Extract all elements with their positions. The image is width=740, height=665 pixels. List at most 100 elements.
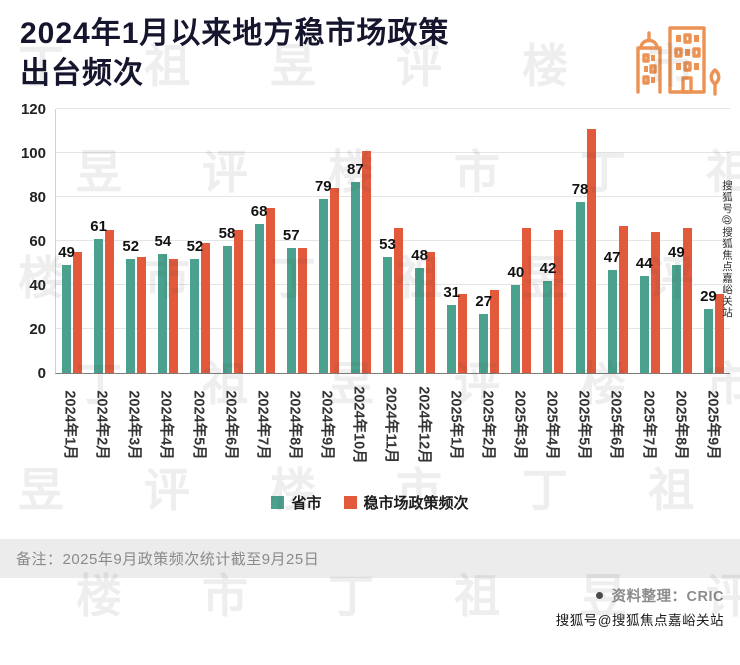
bar-policy-frequency <box>137 256 147 374</box>
legend-item: 稳市场政策频次 <box>343 492 469 513</box>
bar-policy-frequency <box>73 252 83 374</box>
bar-group: 61 <box>88 109 120 374</box>
gridline <box>56 108 730 110</box>
x-axis-cell: 2025年4月 <box>537 374 569 476</box>
legend-item: 省市 <box>271 492 322 513</box>
x-axis-cell: 2025年7月 <box>634 374 666 476</box>
bar-value-label: 52 <box>122 237 140 255</box>
gridline <box>56 284 730 286</box>
x-axis-cell: 2024年11月 <box>376 374 408 476</box>
bar-provinces <box>511 285 521 374</box>
sohu-watermark-bottom: 搜狐号@搜狐焦点嘉峪关站 <box>555 613 724 629</box>
x-axis-cell: 2025年1月 <box>441 374 473 476</box>
x-axis-label: 2025年3月 <box>511 390 528 460</box>
x-axis-label: 2024年11月 <box>382 386 399 464</box>
bar-groups: 49 61 52 54 52 58 68 57 79 87 53 48 31 27 40 42 78 47 44 49… <box>56 109 730 374</box>
bar-group: 53 <box>377 109 409 374</box>
x-axis-label: 2024年5月 <box>190 390 207 460</box>
x-axis-label: 2025年9月 <box>704 390 721 460</box>
x-axis-label: 2024年12月 <box>415 386 432 464</box>
title-line-1: 2024年1月以来地方稳市场政策 <box>20 17 450 50</box>
x-axis-cell: 2024年8月 <box>280 374 312 476</box>
bar-provinces <box>62 265 72 374</box>
bar-provinces <box>254 223 264 374</box>
y-tick-label: 0 <box>37 365 46 383</box>
y-tick-label: 100 <box>20 145 46 163</box>
y-tick-label: 60 <box>29 233 46 251</box>
bar-value-label: 58 <box>218 224 236 242</box>
bar-value-label: 52 <box>186 237 204 255</box>
x-axis-label: 2025年1月 <box>447 390 464 460</box>
bar-policy-frequency <box>297 247 307 374</box>
header: 2024年1月以来地方稳市场政策 出台频次 <box>0 0 740 96</box>
gridline <box>56 196 730 198</box>
bar-value-label: 87 <box>347 160 364 178</box>
bar-value-label: 68 <box>250 202 268 220</box>
bar-policy-frequency <box>618 225 628 374</box>
x-axis-label: 2024年9月 <box>318 390 335 460</box>
legend-swatch-icon <box>343 496 357 510</box>
plot-area: 0 20 40 60 80 100 120 49 61 52 54 52 58 68 57 79 87 53 48 3… <box>21 101 730 382</box>
bar-value-label: 31 <box>443 284 461 301</box>
legend-label: 省市 <box>291 495 322 513</box>
bar-policy-frequency <box>554 230 564 374</box>
x-axis-label: 2025年2月 <box>479 390 496 460</box>
bar-group: 57 <box>281 109 313 374</box>
x-axis-label: 2024年2月 <box>93 390 110 460</box>
legend-label: 稳市场政策频次 <box>363 495 469 513</box>
bar-policy-frequency <box>233 230 243 374</box>
bar-policy-frequency <box>361 151 371 374</box>
bar-value-label: 49 <box>58 244 75 262</box>
x-axis-label: 2025年4月 <box>543 390 560 460</box>
x-axis-cell: 2024年10月 <box>344 374 376 476</box>
x-axis-label: 2024年10月 <box>350 386 367 464</box>
bar-group: 29 <box>698 109 730 374</box>
bullet-dot-icon <box>595 592 603 600</box>
x-axis-label: 2024年4月 <box>157 390 174 460</box>
bar-provinces <box>543 280 553 374</box>
gridline <box>56 152 730 154</box>
x-axis-labels: 2024年1月 2024年2月 2024年3月 2024年4月 2024年5月 2024年… <box>55 374 730 476</box>
bar-group: 48 <box>409 109 441 374</box>
x-axis-cell: 2025年9月 <box>698 374 730 476</box>
bar-group: 54 <box>152 109 184 374</box>
bar-policy-frequency <box>586 129 596 374</box>
sohu-watermark-side: 搜狐号@搜狐焦点嘉峪关站 <box>721 180 733 319</box>
bar-policy-frequency <box>490 289 500 374</box>
x-axis-cell: 2024年9月 <box>312 374 344 476</box>
x-axis-cell: 2025年5月 <box>569 374 601 476</box>
bar-group: 78 <box>570 109 602 374</box>
footnote: 备注：2025年9月政策频次统计截至9月25日 <box>0 539 740 579</box>
bar-provinces <box>94 239 104 374</box>
bar-policy-frequency <box>201 243 211 374</box>
bar-group: 58 <box>216 109 248 374</box>
bar-provinces <box>126 258 136 374</box>
gridline <box>56 240 730 242</box>
x-axis-label: 2025年7月 <box>640 390 657 460</box>
footer: 资料整理：CRIC 搜狐号@搜狐焦点嘉峪关站 <box>0 578 740 629</box>
x-axis-label: 2024年6月 <box>222 390 239 460</box>
bar-policy-frequency <box>105 230 115 374</box>
bar-provinces <box>639 276 649 374</box>
bar-provinces <box>222 245 232 374</box>
bar-policy-frequency <box>265 208 275 374</box>
bar-policy-frequency <box>329 188 339 374</box>
x-axis-cell: 2024年5月 <box>184 374 216 476</box>
bar-policy-frequency <box>714 294 724 374</box>
bar-value-label: 57 <box>282 226 300 244</box>
legend-swatch-icon <box>271 496 285 510</box>
source-label: 资料整理：CRIC <box>611 589 724 606</box>
bar-provinces <box>671 265 681 374</box>
bar-provinces <box>415 267 425 374</box>
x-axis-cell: 2024年12月 <box>409 374 441 476</box>
bar-value-label: 40 <box>507 264 525 282</box>
x-axis-label: 2025年8月 <box>672 390 689 460</box>
x-axis-cell: 2024年3月 <box>119 374 151 476</box>
bar-provinces <box>158 254 168 374</box>
x-axis-cell: 2025年3月 <box>505 374 537 476</box>
bar-value-label: 44 <box>635 255 653 273</box>
bar-group: 87 <box>345 109 377 374</box>
bar-provinces <box>286 247 296 374</box>
bar-policy-frequency <box>650 232 660 374</box>
x-axis-cell: 2024年2月 <box>87 374 119 476</box>
